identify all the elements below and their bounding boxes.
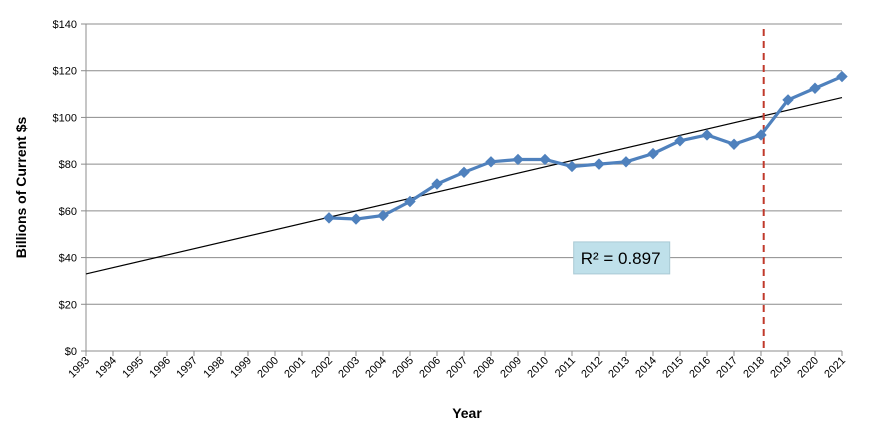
x-tick-label: 1997: [174, 355, 200, 381]
data-point-marker: [809, 82, 821, 94]
x-tick-label: 2005: [390, 355, 416, 381]
annotation-box: [573, 241, 671, 275]
x-tick-label: 2007: [444, 355, 470, 381]
y-tick-label: $120: [53, 66, 77, 78]
y-tick-label: $40: [59, 253, 77, 265]
data-point-marker: [323, 212, 335, 224]
x-tick-label: 2009: [498, 355, 524, 381]
x-tick-label: 2008: [471, 355, 497, 381]
r-squared-annotation: R² = 0.897: [573, 241, 671, 275]
y-tick-label: $140: [53, 19, 77, 31]
y-axis-title: Billions of Current $s: [13, 117, 29, 259]
y-tick-labels: $0 $20 $40 $60 $80 $100 $120 $140: [53, 19, 77, 358]
data-point-marker: [674, 135, 686, 147]
data-point-marker: [458, 166, 470, 179]
annotation-text: R² = 0.897: [581, 249, 661, 268]
data-point-marker: [485, 156, 497, 168]
series-group: [323, 70, 848, 225]
x-tick-label: 1998: [201, 355, 227, 381]
data-point-marker: [512, 153, 524, 166]
x-tick-label: 1995: [120, 355, 146, 381]
data-point-marker: [701, 129, 713, 141]
x-tick-labels: 1993 1994 1995 1996 1997 1998 1999 2000 2001 2002…: [66, 355, 848, 381]
x-tick-label: 2019: [768, 355, 794, 381]
x-tick-label: 2020: [795, 355, 821, 381]
data-point-marker: [566, 160, 578, 173]
x-axis-title: Year: [452, 405, 482, 421]
x-tick-label: 2015: [660, 355, 686, 381]
series-line: [328, 75, 843, 221]
x-tick-label: 2021: [822, 355, 848, 381]
data-point-marker: [755, 129, 767, 141]
y-tick-label: $60: [59, 206, 77, 218]
x-tick-label: 1996: [147, 355, 173, 381]
x-tick-label: 1993: [66, 355, 92, 381]
x-tick-label: 2001: [282, 355, 308, 381]
grid-lines: [81, 23, 842, 352]
data-point-marker: [782, 94, 794, 106]
x-tick-label: 2006: [417, 355, 443, 381]
y-tick-label: $20: [59, 299, 77, 311]
x-tick-label: 2002: [309, 355, 335, 381]
data-point-marker: [593, 158, 605, 170]
data-point-marker: [377, 209, 389, 222]
y-tick-label: $0: [65, 346, 77, 358]
data-point-marker: [350, 213, 362, 225]
x-tick-label: 2017: [714, 355, 740, 381]
y-tick-label: $80: [59, 159, 77, 171]
y-tick-label: $100: [53, 112, 77, 124]
x-tick-label: 1994: [93, 355, 119, 381]
x-tick-label: 2003: [336, 355, 362, 381]
x-tick-label: 2011: [553, 355, 578, 380]
x-tick-label: 2000: [255, 355, 281, 381]
x-tick-label: 2013: [606, 355, 632, 381]
x-tick-label: 2018: [741, 355, 767, 381]
x-tick-label: 2010: [525, 355, 551, 381]
trendline-path: [85, 96, 843, 275]
x-tick-label: 2012: [579, 355, 605, 381]
data-point-marker: [620, 156, 632, 168]
axes: [85, 24, 843, 356]
data-point-marker: [431, 178, 443, 190]
data-point-marker: [836, 70, 848, 83]
data-point-marker: [404, 195, 416, 208]
data-point-marker: [647, 147, 659, 160]
trendline: [85, 96, 843, 275]
x-tick-label: 1999: [228, 355, 254, 381]
data-point-marker: [539, 153, 551, 166]
data-point-marker: [728, 138, 740, 150]
x-tick-label: 2014: [633, 355, 659, 381]
x-tick-label: 2004: [363, 355, 389, 381]
x-tick-label: 2016: [687, 355, 713, 381]
